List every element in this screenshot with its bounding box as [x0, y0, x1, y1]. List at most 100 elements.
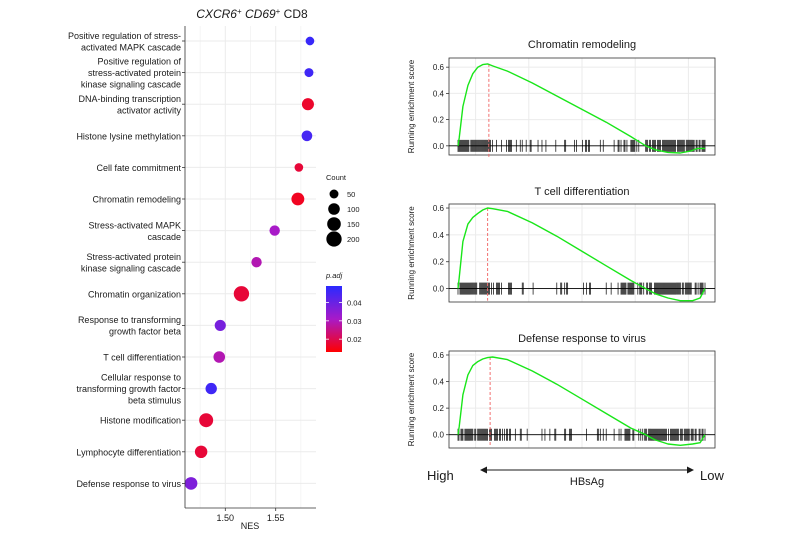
- dot-point-10: [213, 351, 226, 363]
- dot-plot-x-axis: 1.50 1.55: [184, 26, 316, 523]
- category-label-5-line-0: Chromatin remodeling: [92, 195, 181, 205]
- gsea-y-tick-label-1: 0.2: [433, 404, 445, 413]
- gsea-y-tick-label-3: 0.6: [433, 63, 445, 72]
- gsea-title: Chromatin remodeling: [528, 39, 636, 51]
- dot-point-12: [199, 413, 214, 428]
- padj-legend-ticks: 0.04 0.03 0.02: [326, 299, 362, 344]
- count-legend-items: 50 100 150 200: [326, 189, 360, 247]
- category-label-7-line-0: Stress-activated protein: [86, 252, 181, 262]
- category-label-2-line-1: activator activity: [117, 105, 182, 115]
- title-sup-1: +: [237, 7, 242, 16]
- dot-point-9: [214, 319, 226, 331]
- category-label-14: Defense response to virus: [76, 479, 185, 489]
- category-label-11-line-1: transforming growth factor: [76, 384, 181, 394]
- category-label-8: Chromatin organization: [88, 289, 185, 299]
- category-label-9-line-1: growth factor beta: [109, 327, 181, 337]
- category-label-4: Cell fate commitment: [96, 163, 185, 173]
- category-label-6: Stress-activated MAPK cascade: [88, 220, 185, 242]
- dot-point-1: [304, 68, 314, 78]
- dot-plot-x-label: NES: [241, 521, 260, 531]
- category-label-5: Chromatin remodeling: [92, 195, 185, 205]
- dot-point-6: [269, 225, 280, 236]
- padj-legend: p.adj 0.04 0.03 0.02: [325, 271, 362, 352]
- dot-plot-x-tick-label-0: 1.50: [217, 513, 235, 523]
- category-label-1-line-2: kinase signaling cascade: [81, 80, 181, 90]
- ranking-gradient-annotation: High Low HBsAg: [427, 466, 724, 488]
- count-legend-label-3: 200: [347, 235, 360, 244]
- dot-plot-x-tick-label-1: 1.55: [267, 513, 285, 523]
- category-label-2-line-0: DNA-binding transcription: [78, 94, 181, 104]
- count-legend-dot-2: [327, 217, 341, 231]
- gsea-y-tick-label-2: 0.4: [433, 378, 445, 387]
- dot-plot-category-labels: Positive regulation of stress-activated …: [68, 31, 185, 489]
- padj-colorbar: [326, 286, 342, 352]
- count-legend-title: Count: [326, 173, 347, 182]
- dot-plot: CXCR6+ CD69+ CD8 Positive regulation of …: [68, 7, 316, 531]
- title-gene-1: CXCR6: [196, 7, 237, 21]
- count-legend: Count 50 100 150 200: [326, 173, 360, 247]
- gsea-y-tick-label-2: 0.4: [433, 89, 445, 98]
- dot-point-14: [184, 477, 198, 490]
- gradient-high-label: High: [427, 468, 454, 483]
- gsea-gene-hits: [457, 282, 706, 295]
- dot-point-8: [233, 286, 250, 302]
- category-label-11-line-0: Cellular response to: [101, 373, 181, 383]
- gradient-low-label: Low: [700, 468, 724, 483]
- category-label-6-line-1: cascade: [147, 232, 181, 242]
- count-legend-label-0: 50: [347, 190, 355, 199]
- category-label-9: Response to transforming growth factor be…: [78, 315, 185, 337]
- gsea-y-tick-label-1: 0.2: [433, 258, 445, 267]
- gsea-panel-defense-response-to-virus: Defense response to virus 0.0 0.2 0.4 0.6 Run…: [407, 333, 716, 449]
- dot-point-7: [251, 257, 262, 268]
- count-legend-dot-0: [329, 189, 339, 199]
- category-label-1-line-0: Positive regulation of: [97, 57, 181, 67]
- dot-point-5: [291, 192, 305, 206]
- gsea-frame: [448, 203, 716, 303]
- padj-tick-label-2: 0.02: [347, 335, 362, 344]
- category-label-11-line-2: beta stimulus: [128, 396, 182, 406]
- count-legend-label-1: 100: [347, 205, 360, 214]
- category-label-7-line-1: kinase signaling cascade: [81, 263, 181, 273]
- category-label-12: Histone modification: [100, 416, 185, 426]
- count-legend-dot-3: [326, 231, 342, 247]
- gsea-panel-chromatin-remodeling: Chromatin remodeling 0.0 0.2 0.4 0.6 Running …: [407, 39, 716, 158]
- category-label-8-line-0: Chromatin organization: [88, 289, 181, 299]
- title-gene-2: CD69: [242, 7, 276, 21]
- category-label-13: Lymphocyte differentiation: [76, 447, 185, 457]
- gsea-frame: [448, 57, 716, 156]
- category-label-10: T cell differentiation: [103, 353, 185, 363]
- category-label-3-line-0: Histone lysine methylation: [76, 131, 181, 141]
- category-label-1-line-1: stress-activated protein: [88, 68, 181, 78]
- gradient-center-label: HBsAg: [570, 476, 604, 488]
- category-label-13-line-0: Lymphocyte differentiation: [76, 447, 181, 457]
- gsea-title: T cell differentiation: [535, 186, 630, 198]
- gradient-arrow-right-head: [687, 466, 694, 474]
- dot-point-3: [301, 130, 313, 142]
- gsea-panel-t-cell-differentiation: T cell differentiation 0.0 0.2 0.4 0.6 Runnin…: [407, 186, 716, 303]
- padj-legend-title: p.adj: [325, 271, 343, 280]
- gsea-y-label: Running enrichment score: [407, 59, 416, 153]
- count-legend-dot-1: [328, 203, 340, 215]
- dot-point-11: [205, 382, 217, 395]
- gsea-running-score-line: [457, 63, 705, 154]
- dot-plot-points: [184, 36, 315, 490]
- dot-plot-title: CXCR6+ CD69+ CD8: [196, 7, 308, 22]
- dot-point-2: [301, 98, 314, 111]
- gsea-y-label: Running enrichment score: [407, 352, 416, 446]
- gsea-title: Defense response to virus: [518, 333, 646, 345]
- gsea-y-tick-label-1: 0.2: [433, 116, 445, 125]
- gradient-arrow-left-head: [480, 466, 487, 474]
- dot-point-4: [294, 163, 304, 172]
- padj-tick-label-0: 0.04: [347, 299, 362, 308]
- dot-point-13: [194, 445, 208, 459]
- gsea-running-score-line: [457, 356, 706, 446]
- category-label-12-line-0: Histone modification: [100, 416, 181, 426]
- category-label-10-line-0: T cell differentiation: [103, 353, 181, 363]
- category-label-14-line-0: Defense response to virus: [76, 479, 181, 489]
- category-label-0-line-1: activated MAPK cascade: [81, 42, 181, 52]
- gsea-frame: [448, 350, 716, 449]
